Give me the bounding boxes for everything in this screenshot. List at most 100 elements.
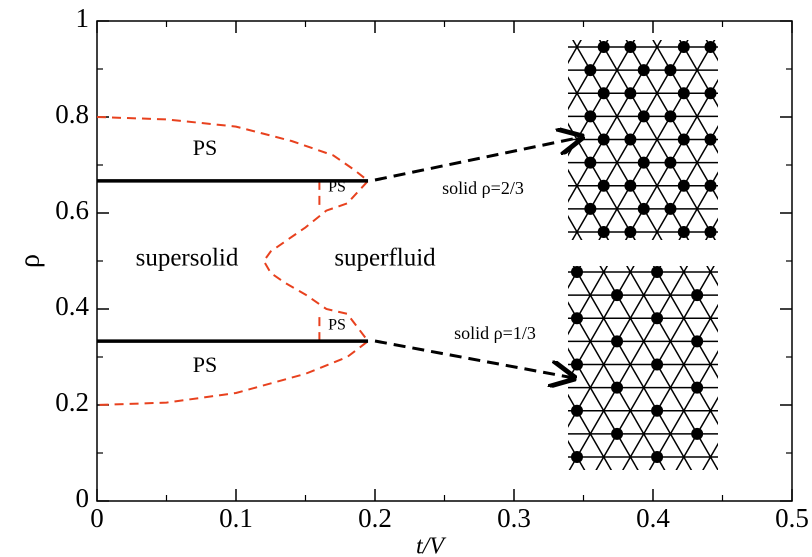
- lattice-bond: [352, 262, 476, 477]
- x-tick-label: 0.3: [497, 503, 531, 533]
- lattice-bond: [806, 262, 812, 477]
- x-tick-label: 0.5: [775, 503, 809, 533]
- y-tick-label: 0: [76, 483, 90, 513]
- lattice-site: [611, 428, 623, 440]
- lattice-bond: [758, 37, 812, 252]
- lattice-bond: [619, 262, 743, 477]
- y-tick-label: 1: [76, 3, 90, 33]
- lattice-bond: [699, 37, 812, 252]
- lattice-site: [705, 87, 717, 99]
- lattice-site: [638, 64, 650, 76]
- x-axis-label: t/V: [416, 534, 446, 557]
- lattice-site: [705, 226, 717, 238]
- lattice-site: [691, 335, 703, 347]
- annotation: PS: [193, 135, 217, 160]
- lattice-bond: [699, 262, 812, 477]
- lattice-bond: [245, 262, 369, 477]
- lattice-site: [651, 266, 663, 278]
- lattice-bond: [459, 37, 583, 252]
- lattice-site: [598, 87, 610, 99]
- lattice-site: [638, 157, 650, 169]
- lattice-bond: [325, 262, 449, 477]
- lattice-bond: [358, 37, 482, 252]
- lattice-bond: [806, 37, 812, 252]
- lattice-bond: [672, 262, 796, 477]
- lattice-bond: [325, 37, 449, 252]
- lattice-site: [598, 180, 610, 192]
- lattice-bond: [405, 262, 529, 477]
- lattice-site: [611, 382, 623, 394]
- lattice-bond: [432, 37, 556, 252]
- lattice-bond: [726, 37, 812, 252]
- lattice-bond: [218, 262, 342, 477]
- lattice-site: [678, 180, 690, 192]
- lattice-site: [571, 358, 583, 370]
- lattice-site: [598, 41, 610, 53]
- lattice-site: [624, 226, 636, 238]
- lattice-site: [584, 157, 596, 169]
- lattice-site: [705, 180, 717, 192]
- lattice-bond: [245, 37, 369, 252]
- arrow: [375, 341, 574, 378]
- lattice-bond: [651, 262, 775, 477]
- lattice-site: [571, 405, 583, 417]
- lattice-bond: [731, 262, 812, 477]
- lattice-bond: [251, 262, 375, 477]
- lattice-bond: [672, 37, 796, 252]
- lattice-bond: [518, 37, 642, 252]
- lattice-bond: [384, 262, 508, 477]
- lattice-bond: [485, 262, 609, 477]
- lattice-site: [611, 289, 623, 301]
- y-tick-label: 0.2: [55, 387, 89, 417]
- lattice-bond: [272, 262, 396, 477]
- lattice-bond: [758, 262, 812, 477]
- y-tick-label: 0.8: [55, 99, 89, 129]
- lattice-site: [664, 110, 676, 122]
- lattice-bond: [165, 37, 289, 252]
- lattice-site: [651, 312, 663, 324]
- lattice-bond: [298, 262, 422, 477]
- lattice-site: [584, 110, 596, 122]
- lattice-bond: [304, 37, 428, 252]
- lattice-bond: [379, 262, 503, 477]
- lattice-site: [571, 266, 583, 278]
- lattice-bond: [438, 262, 562, 477]
- lattice-bond: [785, 262, 812, 477]
- lattice-site: [678, 226, 690, 238]
- lattice-site: [691, 382, 703, 394]
- lattice-bond: [272, 37, 396, 252]
- lattice-bond: [352, 37, 476, 252]
- lattice-bond: [304, 262, 428, 477]
- lattice: [138, 262, 812, 477]
- lattice-bond: [384, 37, 508, 252]
- lattice-site: [584, 203, 596, 215]
- lattice-site: [611, 335, 623, 347]
- lattice-site: [571, 451, 583, 463]
- lattice-site: [651, 358, 663, 370]
- lattice-bond: [251, 37, 375, 252]
- annotation: supersolid: [136, 245, 239, 272]
- x-tick-label: 0: [90, 503, 104, 533]
- lattice-bond: [218, 37, 342, 252]
- lattice-site: [691, 428, 703, 440]
- lattice-bond: [598, 37, 722, 252]
- lattice-site: [624, 87, 636, 99]
- lattice-bond: [379, 37, 503, 252]
- y-tick-label: 0.4: [55, 291, 89, 321]
- lattice-site: [638, 110, 650, 122]
- lattice-site: [598, 133, 610, 145]
- lattice-site: [638, 203, 650, 215]
- lattice-bond: [705, 37, 812, 252]
- y-tick-label: 0.6: [55, 195, 89, 225]
- lattice-bond: [491, 262, 615, 477]
- lattice-bond: [678, 37, 802, 252]
- lattice-bond: [592, 37, 716, 252]
- lattice-site: [624, 180, 636, 192]
- chart: t/V ρ 00.10.20.30.40.500.20.40.60.81PSPS…: [0, 0, 812, 557]
- lattice-bond: [646, 262, 770, 477]
- lattice-bond: [731, 37, 812, 252]
- page: t/V ρ 00.10.20.30.40.500.20.40.60.81PSPS…: [0, 0, 812, 557]
- lattice-bond: [512, 37, 636, 252]
- annotation: PS: [328, 317, 346, 334]
- lattice-bond: [752, 37, 812, 252]
